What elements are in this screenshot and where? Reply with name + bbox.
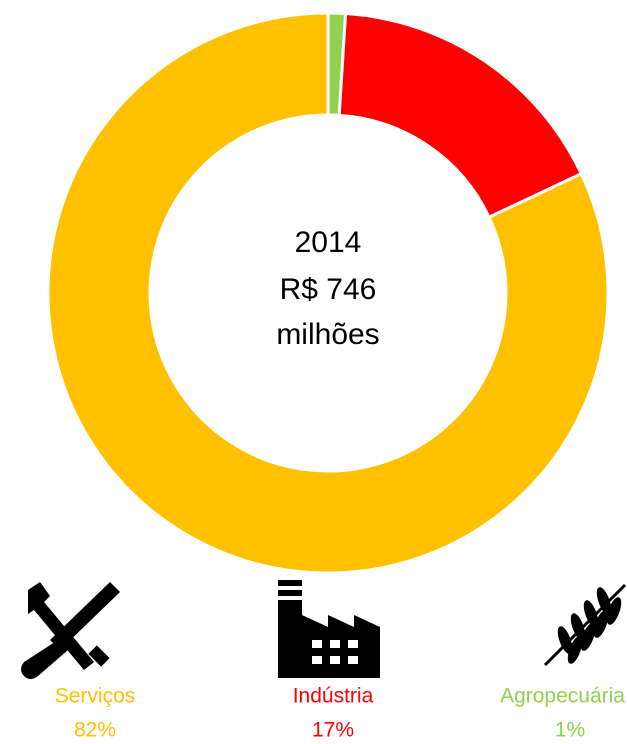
slice — [337, 11, 584, 220]
legend-label: Indústria — [293, 685, 374, 708]
center-text: R$ 746 — [280, 273, 377, 306]
tools-icon — [21, 582, 120, 679]
factory-icon — [278, 580, 380, 678]
legend-label: Agropecuária — [500, 685, 625, 708]
slice — [46, 11, 610, 575]
value-label: 1% — [555, 719, 585, 742]
center-text: milhões — [276, 318, 379, 351]
value-label: 82% — [74, 719, 116, 742]
legend-label: Serviços — [55, 685, 136, 708]
value-label: 17% — [312, 719, 354, 742]
wheat-icon — [543, 583, 627, 667]
center-text: 2014 — [295, 226, 362, 259]
